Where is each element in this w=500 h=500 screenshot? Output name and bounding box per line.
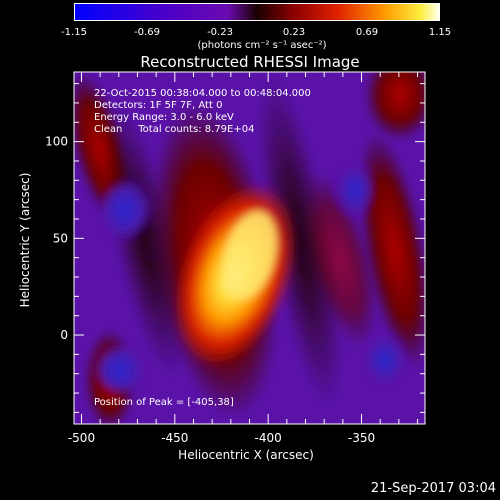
y-tick-label: 100 [45, 135, 68, 149]
colorbar-tick-label: 1.15 [428, 27, 452, 38]
colorbar [74, 3, 440, 21]
info-line: Energy Range: 3.0 - 6.0 keV [94, 112, 234, 123]
colorbar-tick-label: -0.69 [134, 27, 160, 38]
colorbar-tick-label: -1.15 [61, 27, 87, 38]
x-axis-label: Heliocentric X (arcsec) [178, 448, 314, 462]
info-line: Detectors: 1F 5F 7F, Att 0 [94, 100, 223, 111]
info-line: Clean Total counts: 8.79E+04 [94, 124, 255, 135]
colorbar-tick-label: 0.69 [355, 27, 379, 38]
peak-position-label: Position of Peak = [-405,38] [94, 397, 234, 408]
x-tick-label: -500 [68, 431, 95, 445]
chart-title: Reconstructed RHESSI Image [140, 53, 360, 71]
x-tick-label: -450 [161, 431, 188, 445]
colorbar-tick-label: -0.23 [207, 27, 233, 38]
y-tick-label: 0 [60, 328, 68, 342]
datestamp: 21-Sep-2017 03:04 [370, 481, 496, 496]
y-tick-label: 50 [53, 231, 68, 245]
colorbar-gradient [75, 4, 439, 20]
x-axis: -500 -450 -400 -350 [68, 72, 419, 445]
x-tick-label: -400 [255, 431, 282, 445]
colorbar-unit-label: (photons cm⁻² s⁻¹ asec⁻²) [197, 40, 327, 51]
info-line: 22-Oct-2015 00:38:04.000 to 00:48:04.000 [94, 88, 311, 99]
heatmap-image [74, 72, 425, 424]
colorbar-tick-label: 0.23 [282, 27, 306, 38]
y-axis-label: Heliocentric Y (arcsec) [18, 172, 32, 308]
y-axis: 0 50 100 [45, 83, 425, 413]
x-tick-label: -350 [348, 431, 375, 445]
